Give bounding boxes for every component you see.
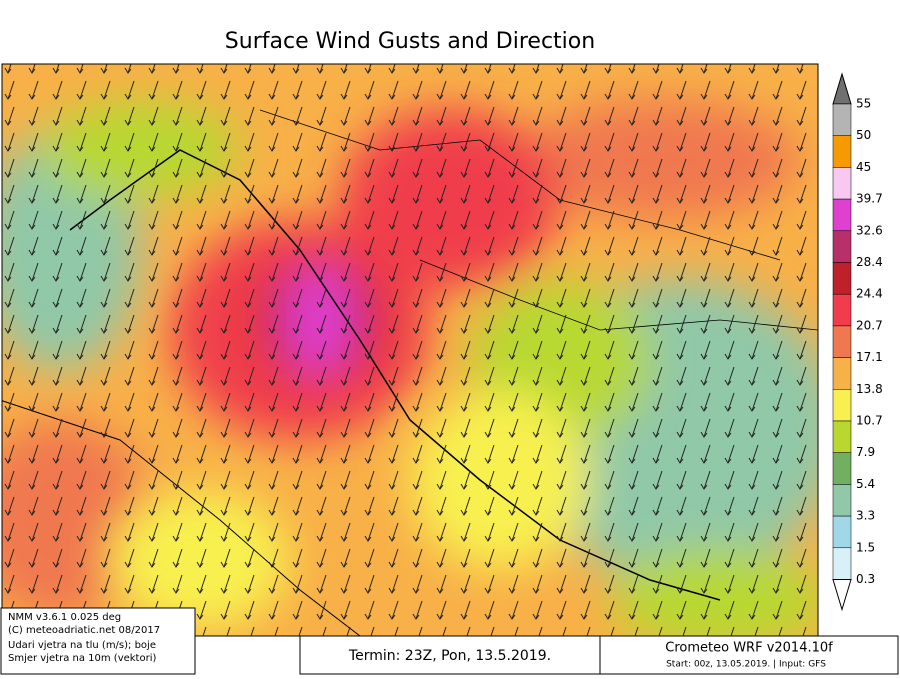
colorbar-label: 17.1 (856, 350, 883, 364)
colorbar-label: 50 (856, 128, 871, 142)
termin: Termin: 23Z, Pon, 13.5.2019. (348, 648, 551, 664)
info-line: (C) meteoadriatic.net 08/2017 (8, 625, 160, 636)
colorbar-segment (832, 293, 852, 327)
colorbar-label: 1.5 (856, 540, 875, 554)
colorbar-label: 55 (856, 97, 871, 111)
colorbar-bottom (832, 579, 852, 612)
colorbar-segment (832, 484, 852, 517)
colorbar-label: 28.4 (856, 255, 883, 269)
colorbar-label: 20.7 (856, 318, 883, 332)
colorbar-top (832, 72, 852, 105)
colorbar-label: 32.6 (856, 223, 883, 237)
start: Start: 00z, 13.05.2019. | Input: GFS (666, 660, 826, 670)
colorbar: 55 50 45 39.7 32.6 28.4 24.4 20.7 17.1 13.8 10.7 7.… (832, 72, 883, 612)
colorbar-segment (832, 357, 852, 390)
colorbar-label: 24.4 (856, 287, 883, 301)
colorbar-segment (832, 547, 852, 580)
colorbar-segment (832, 167, 852, 200)
title: Surface Wind Gusts and Direction (225, 29, 595, 54)
info-line: Udari vjetra na tlu (m/s); boje (8, 640, 156, 651)
colorbar-segment (832, 389, 852, 422)
colorbar-label: 39.7 (856, 192, 883, 206)
colorbar-label: 5.4 (856, 477, 875, 491)
info-line: NMM v3.6.1 0.025 deg (8, 612, 121, 623)
colorbar-segment (832, 420, 852, 453)
colorbar-label: 10.7 (856, 414, 883, 428)
colorbar-segment (832, 230, 852, 263)
colorbar-segment (832, 452, 852, 485)
colorbar-label: 13.8 (856, 382, 883, 396)
colorbar-segment (832, 135, 852, 168)
colorbar-segment (832, 325, 852, 358)
model: Crometeo WRF v2014.10f (665, 641, 833, 656)
map (2, 64, 818, 636)
colorbar-segment (832, 103, 852, 136)
footer: NMM v3.6.1 0.025 deg (C) meteoadriatic.n… (0, 607, 899, 675)
colorbar-label: 0.3 (856, 572, 875, 586)
colorbar-label: 3.3 (856, 509, 875, 523)
info-line: Smjer vjetra na 10m (vektori) (8, 653, 156, 664)
colorbar-label: 7.9 (856, 445, 875, 459)
colorbar-segment (832, 262, 852, 295)
colorbar-segment (832, 198, 852, 232)
colorbar-segment (832, 515, 852, 549)
colorbar-label: 45 (856, 160, 871, 174)
